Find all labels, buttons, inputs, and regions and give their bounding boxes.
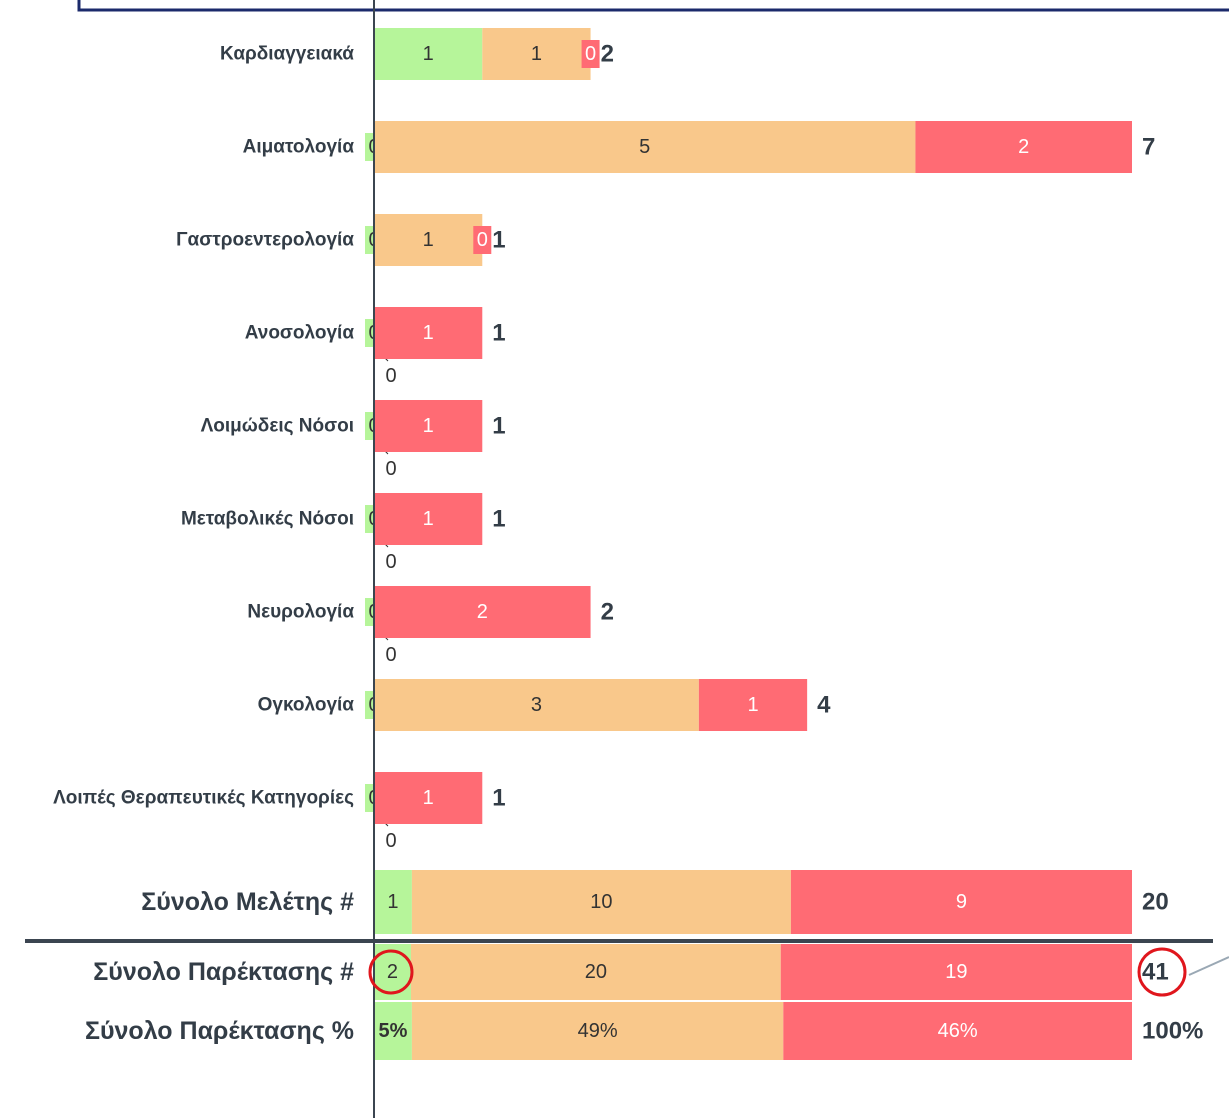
value-label: 0 [385,458,396,480]
value-label: 1 [423,415,434,437]
total-label: 7 [1142,134,1155,161]
total-label: 1 [492,227,505,254]
category-label: Ανοσολογία [245,323,355,344]
value-label: 46% [938,1020,978,1042]
value-label: 0 [385,644,396,666]
bar-segment [915,121,1132,173]
total-label: 1 [492,785,505,812]
total-label: 1 [492,413,505,440]
value-label: 49% [578,1020,618,1042]
bar-segment [374,493,483,545]
bar-segment [410,944,781,1000]
bar-segment [783,1002,1132,1060]
value-label: 1 [423,229,434,251]
value-label: 0 [385,365,396,387]
category-label: Γαστροεντερολογία [176,230,354,251]
value-label: 0 [385,830,396,852]
total-label: 1 [492,506,505,533]
bar-segment [374,679,699,731]
value-label: 0 [585,43,596,65]
category-label: Μεταβολικές Νόσοι [181,509,354,530]
value-label: 1 [423,322,434,344]
bar-segment [374,28,483,80]
category-label: Σύνολο Παρέκτασης % [85,1017,354,1045]
bar-segment [780,944,1132,1000]
category-label: Ογκολογία [258,695,355,716]
bar-segment [698,679,808,731]
total-label: 2 [601,599,614,626]
category-label: Αιματολογία [243,137,355,158]
bar-segment [374,772,483,824]
label-box [581,40,600,68]
label-box [473,226,492,254]
highlight-circle [368,949,414,995]
category-label: Σύνολο Μελέτης # [141,888,354,916]
value-label: 1 [423,787,434,809]
category-label: Σύνολο Παρέκτασης # [93,958,354,986]
category-label: Καρδιαγγειακά [220,44,354,65]
value-label: 2 [387,961,398,983]
total-label: 1 [492,320,505,347]
value-label: 1 [531,43,542,65]
value-label: 5 [639,136,650,158]
value-label: 20 [585,961,607,983]
value-label: 10 [590,891,612,913]
category-label: Λοιμώδεις Νόσοι [201,416,354,437]
value-label: 2 [1018,136,1029,158]
callout [1188,956,1229,976]
total-label: 100% [1142,1018,1203,1045]
total-label: 41 [1142,959,1169,986]
bar-segment [374,870,412,934]
bar-segment [374,307,483,359]
value-label: 5% [378,1020,407,1042]
value-label: 1 [423,508,434,530]
value-label: 1 [423,43,434,65]
value-label: 1 [387,891,398,913]
bar-segment [790,870,1132,934]
bar-segment [374,400,483,452]
bar-segment [374,214,483,266]
value-label: 19 [945,961,967,983]
total-label: 20 [1142,889,1169,916]
bar-segment [374,1002,412,1060]
category-label: Λοιπές Θεραπευτικές Κατηγορίες [53,788,354,809]
bar-segment [374,586,591,638]
header-frame [77,0,1229,12]
value-label: 2 [477,601,488,623]
total-label: 2 [601,41,614,68]
total-label: 4 [817,692,831,719]
bar-segment [411,870,791,934]
value-label: 0 [477,229,488,251]
value-label: 1 [747,694,758,716]
category-label: Νευρολογία [247,602,354,623]
highlight-circle [1137,947,1187,997]
bar-segment [482,28,591,80]
value-label: 3 [531,694,542,716]
value-label: 9 [956,891,967,913]
bar-segment [411,1002,784,1060]
value-label: 0 [385,551,396,573]
bar-segment [374,121,916,173]
